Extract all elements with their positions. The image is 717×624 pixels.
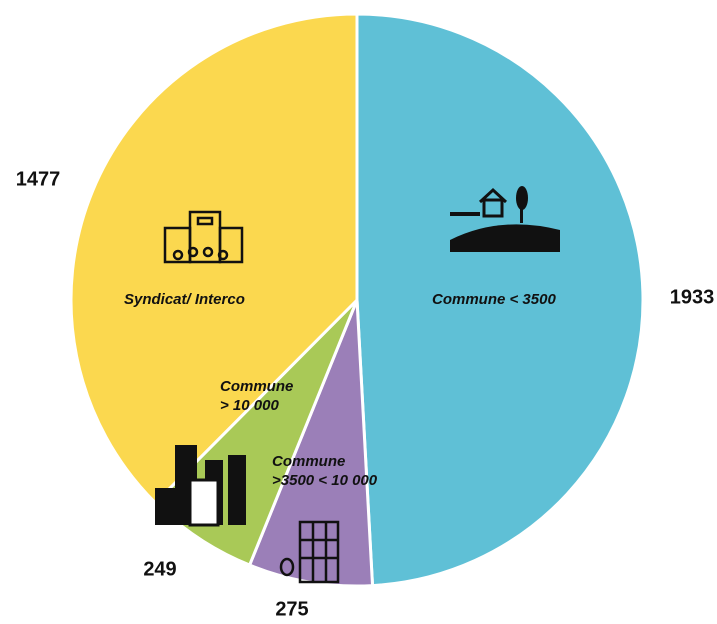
slice-label: Commune < 3500	[432, 291, 556, 308]
icon-landscape	[450, 186, 560, 252]
pie-slice	[69, 12, 359, 505]
slice-label: Commune >3500 < 10 000	[272, 453, 378, 489]
icon-tower	[279, 520, 340, 584]
value-label: 1933	[669, 286, 715, 309]
value-label: 1477	[15, 168, 61, 191]
icon-office	[163, 210, 244, 264]
slice-label: Syndicat/ Interco	[124, 291, 245, 308]
icon-city	[155, 445, 246, 527]
value-label: 249	[143, 558, 177, 581]
pie-slice	[355, 12, 645, 588]
value-label: 275	[275, 598, 309, 621]
slice-label: Commune > 10 000	[220, 378, 294, 414]
